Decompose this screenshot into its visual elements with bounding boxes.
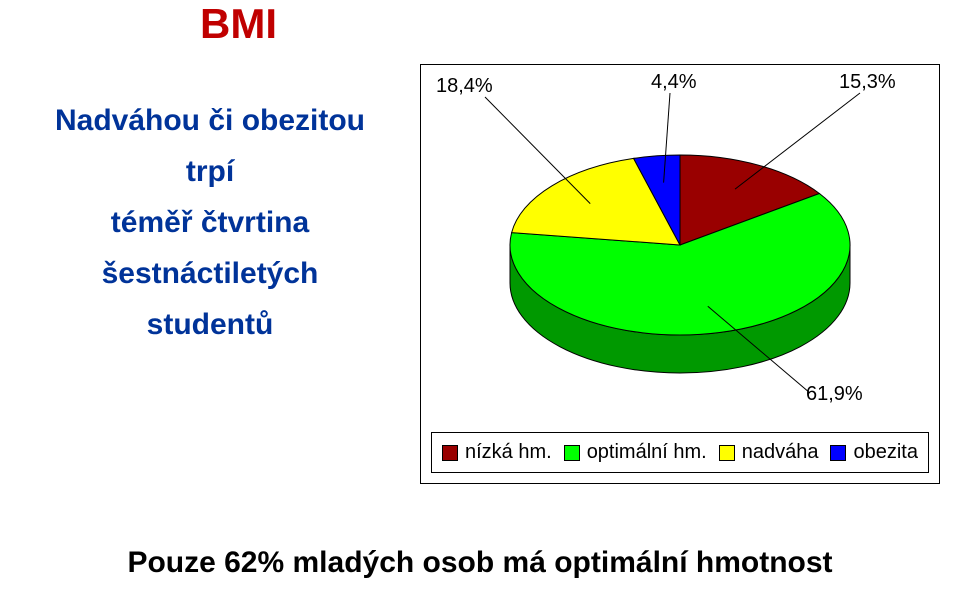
pie-svg [420,65,940,425]
legend-item-obezita: obezita [830,441,918,464]
slice-label-nizka: 15,3% [839,71,896,94]
sidebar-line5: studentů [20,299,400,350]
bmi-pie-chart: 4,4% 15,3% 61,9% 18,4% nízká hm. optimál… [420,64,940,484]
legend-swatch-nizka [442,445,458,461]
legend-label-nizka: nízká hm. [465,441,552,464]
legend-label-nadvaha: nadváha [742,441,819,464]
legend-swatch-nadvaha [719,445,735,461]
chart-area: 4,4% 15,3% 61,9% 18,4% [421,65,939,425]
page: BMI Nadváhou či obezitou trpí téměř čtvr… [0,0,960,610]
slice-label-obezita: 4,4% [651,71,697,94]
slice-label-nadvaha: 18,4% [436,75,493,98]
sidebar-text: Nadváhou či obezitou trpí téměř čtvrtina… [20,95,400,350]
sidebar-line2: trpí [20,146,400,197]
page-title: BMI [200,0,277,48]
legend-label-obezita: obezita [853,441,918,464]
legend-swatch-obezita [830,445,846,461]
sidebar-line4: šestnáctiletých [20,248,400,299]
sidebar-line3: téměř čtvrtina [20,197,400,248]
slice-label-optimalni: 61,9% [806,383,863,406]
legend-label-optimalni: optimální hm. [587,441,707,464]
footer-caption: Pouze 62% mladých osob má optimální hmot… [0,546,960,580]
legend-swatch-optimalni [564,445,580,461]
sidebar-line1: Nadváhou či obezitou [20,95,400,146]
legend-item-nadvaha: nadváha [719,441,819,464]
legend-item-nizka: nízká hm. [442,441,552,464]
legend-item-optimalni: optimální hm. [564,441,707,464]
chart-legend: nízká hm. optimální hm. nadváha obezita [431,432,929,473]
